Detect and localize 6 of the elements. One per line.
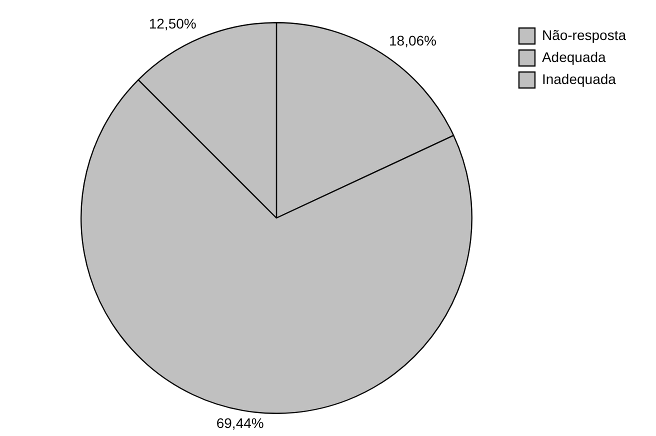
data-label: 18,06% [389,32,436,48]
legend-label: Inadequada [542,70,616,87]
legend-label: Adequada [542,48,606,65]
data-label: 69,44% [216,415,264,432]
legend-label: Não-resposta [542,26,626,43]
data-label: 12,50% [148,15,196,32]
